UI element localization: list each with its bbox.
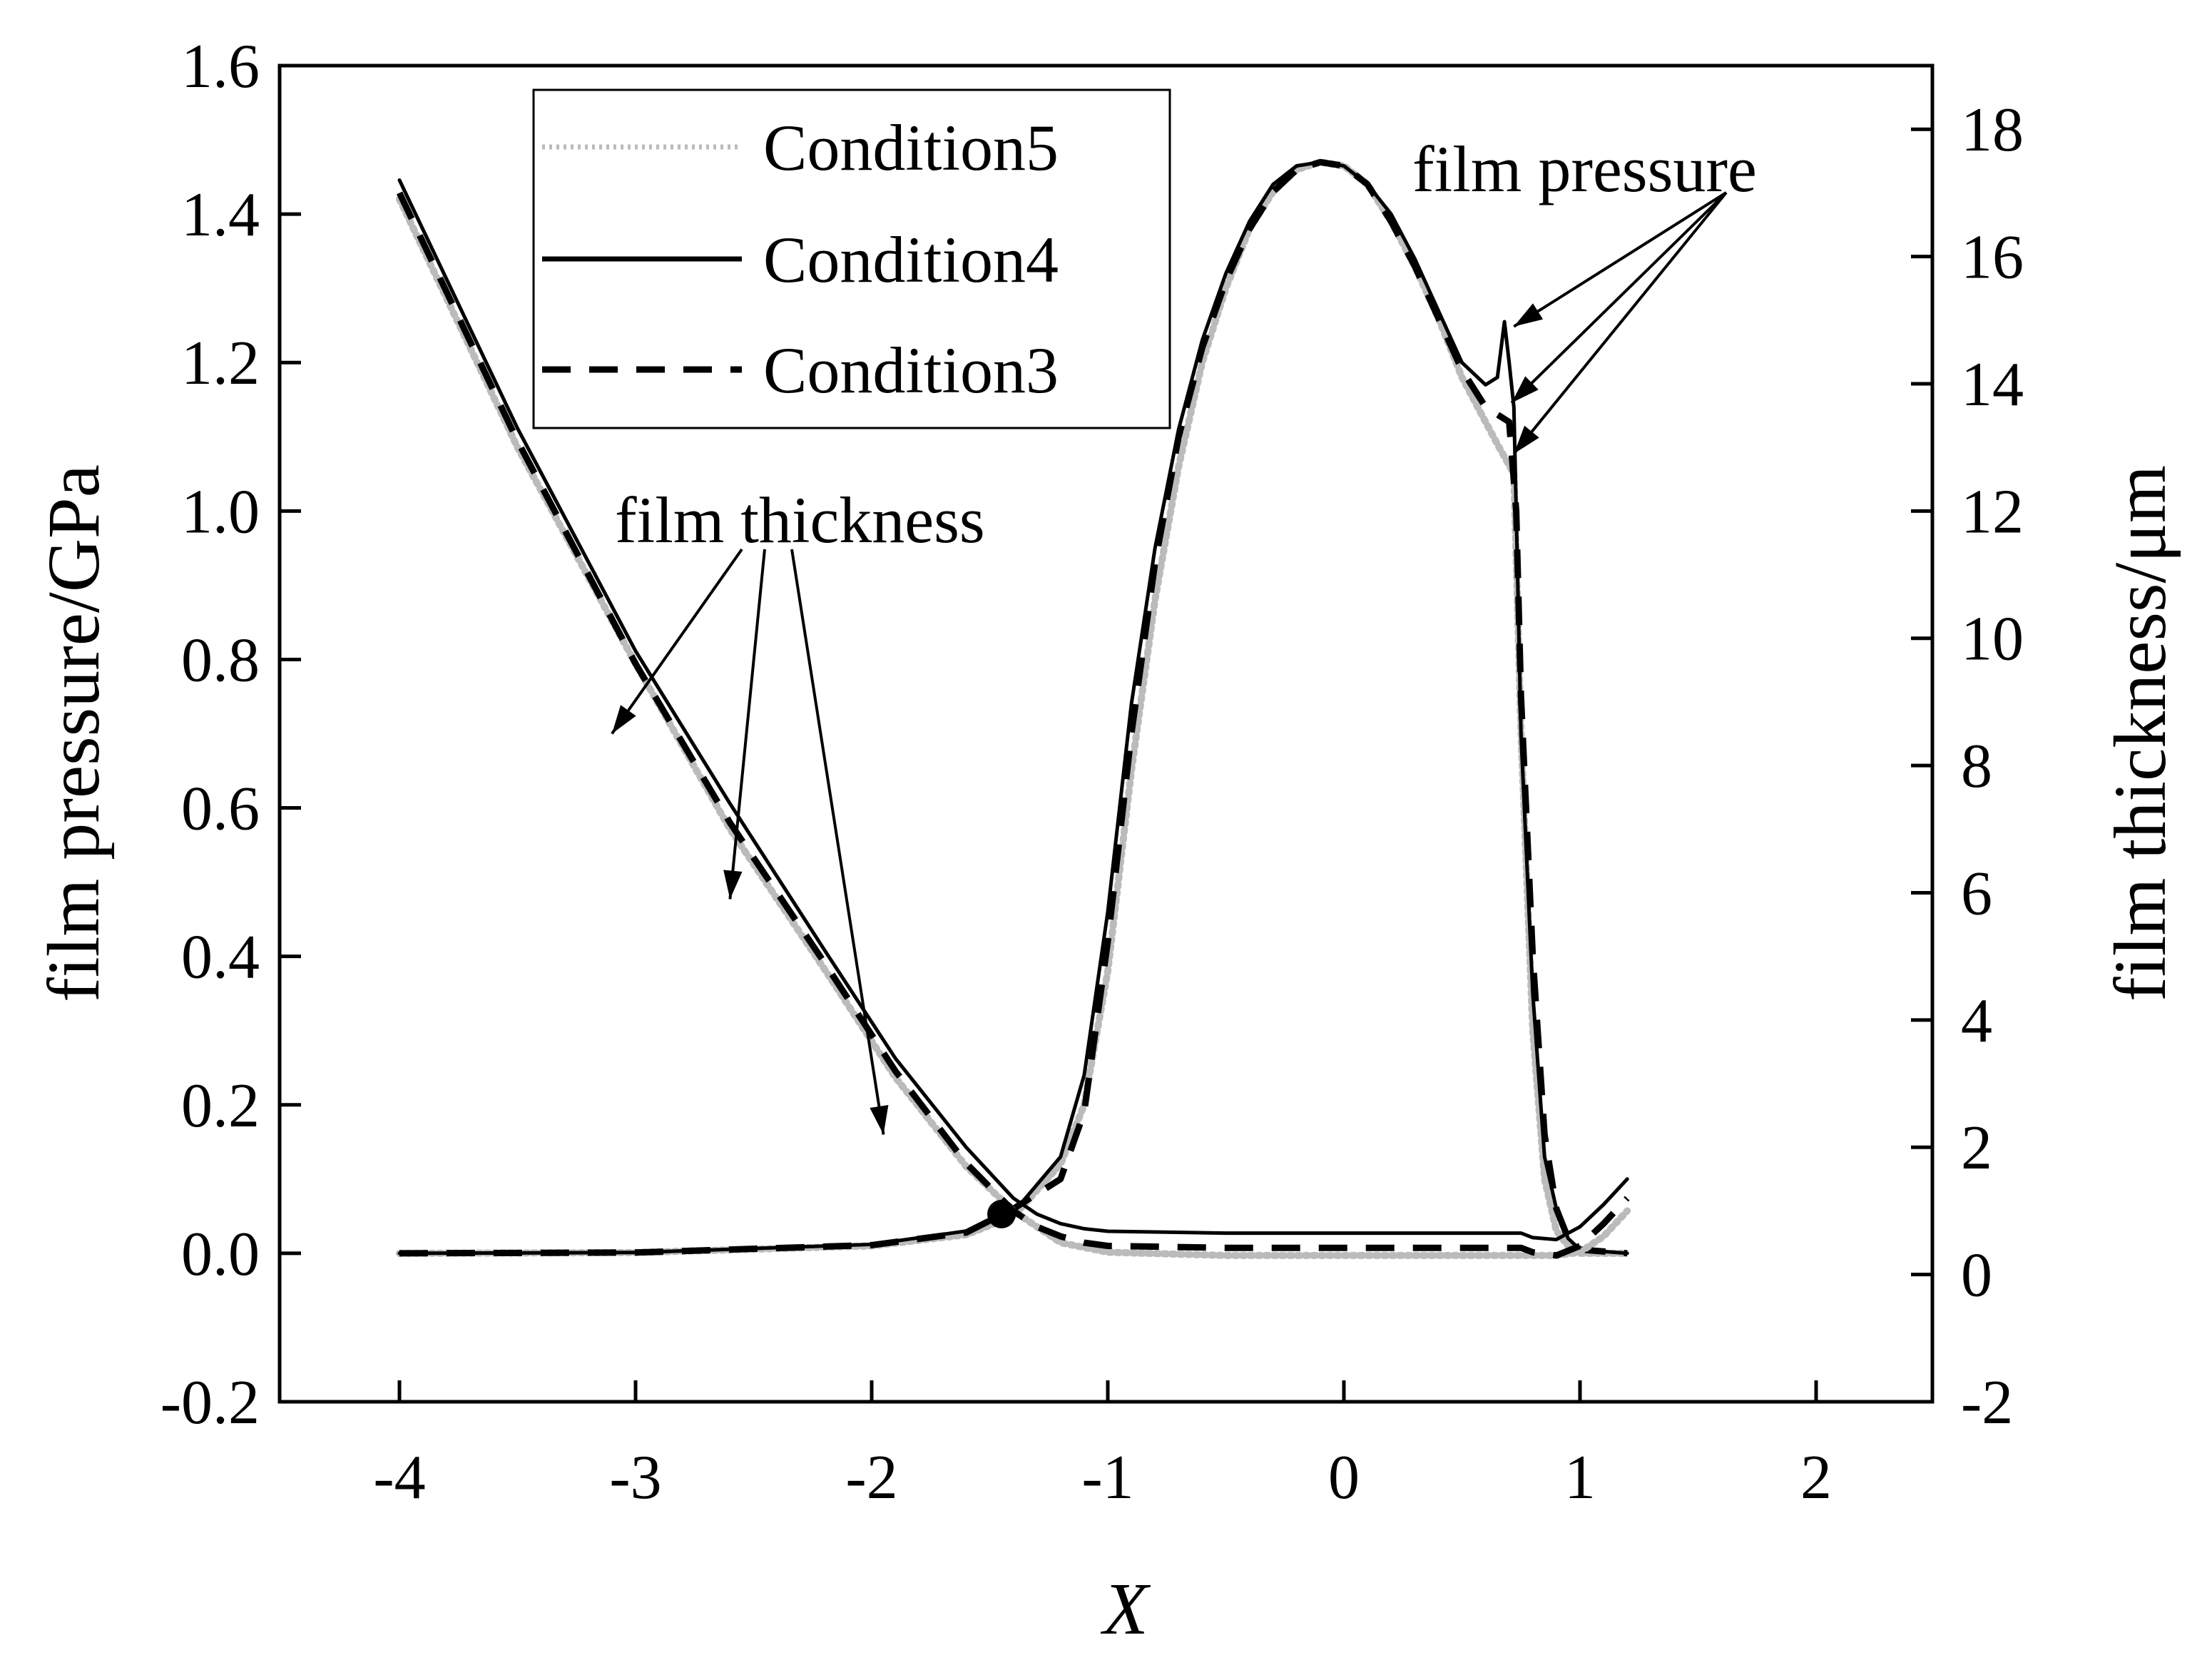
y-left-tick-label: -0.2: [160, 1368, 260, 1437]
y-left-tick-label: 1.2: [181, 329, 260, 398]
annotation-arrow-head: [723, 870, 743, 900]
legend-label-condition4: Condition4: [763, 223, 1059, 296]
x-axis-ticks: -4 -3 -2 -1 0 1 2: [373, 1380, 1832, 1512]
y-left-tick-label: 0.6: [181, 775, 260, 844]
y-right-axis-title: film thickness/μm: [2099, 465, 2181, 1002]
y-left-axis-title: film pressure/GPa: [33, 464, 115, 1002]
y-right-tick-label: -2: [1961, 1368, 2013, 1437]
annotation-arrow-line: [1512, 191, 1728, 455]
y-right-tick-label: 14: [1961, 350, 2024, 419]
y-right-tick-label: 4: [1961, 987, 1992, 1056]
annotation-film-pressure: film pressure: [1412, 133, 1757, 205]
annotations: film pressure film thickness: [611, 133, 1757, 1135]
series-condition4-film-thickness-line: [397, 178, 1629, 1242]
y-right-axis-ticks: -2 0 2 4 6 8 10 12 14 16 18: [1911, 96, 2024, 1437]
x-tick-label: -4: [373, 1443, 425, 1512]
x-tick-label: -1: [1081, 1443, 1133, 1512]
y-right-tick-label: 6: [1961, 859, 1992, 928]
x-tick-label: 2: [1800, 1443, 1832, 1512]
intersection-marker: [987, 1199, 1016, 1228]
y-left-tick-label: 0.0: [181, 1220, 260, 1289]
annotation-arrow-line: [611, 548, 743, 735]
y-left-tick-label: 1.0: [181, 477, 260, 546]
legend-label-condition5: Condition5: [763, 111, 1059, 184]
annotation-arrow-line: [790, 549, 885, 1135]
y-right-tick-label: 8: [1961, 732, 1992, 801]
y-left-tick-label: 1.6: [181, 32, 260, 101]
legend-label-condition3: Condition3: [763, 334, 1059, 407]
annotation-arrow-head: [1512, 376, 1539, 403]
y-left-tick-label: 1.4: [181, 180, 260, 250]
annotation-arrow-line: [1513, 191, 1728, 328]
annotation-arrow-head: [1514, 303, 1544, 327]
x-tick-label: -2: [845, 1443, 897, 1512]
x-tick-label: 0: [1328, 1443, 1360, 1512]
y-left-tick-label: 0.4: [181, 923, 260, 992]
annotation-arrow-head: [1514, 425, 1539, 454]
x-tick-label: 1: [1564, 1443, 1596, 1512]
x-axis-title: X: [1100, 1568, 1151, 1650]
y-right-tick-label: 0: [1961, 1241, 1992, 1310]
series-condition3-film-pressure-line: [399, 158, 1628, 1257]
annotation-arrow-head: [870, 1104, 889, 1135]
y-right-tick-label: 16: [1961, 223, 2024, 292]
y-right-tick-label: 12: [1961, 477, 2024, 546]
annotation-arrow-line: [1510, 191, 1728, 404]
y-right-tick-label: 2: [1961, 1114, 1992, 1183]
y-left-axis-ticks: -0.2 0.0 0.2 0.4 0.6 0.8 1.0 1.2 1.4 1.6: [160, 32, 301, 1437]
legend: Condition5 Condition4 Condition3: [532, 88, 1171, 429]
y-left-tick-label: 0.2: [181, 1071, 260, 1141]
y-left-tick-label: 0.8: [181, 626, 260, 695]
x-tick-label: -3: [609, 1443, 661, 1512]
annotation-film-thickness: film thickness: [615, 484, 985, 556]
annotation-arrow-head: [611, 705, 636, 734]
annotation-arrow-line: [728, 549, 766, 900]
y-right-tick-label: 18: [1961, 96, 2024, 165]
series-condition3-film-thickness-line: [396, 191, 1630, 1259]
y-right-tick-label: 10: [1961, 605, 2024, 674]
plot-lines: [396, 158, 1631, 1259]
